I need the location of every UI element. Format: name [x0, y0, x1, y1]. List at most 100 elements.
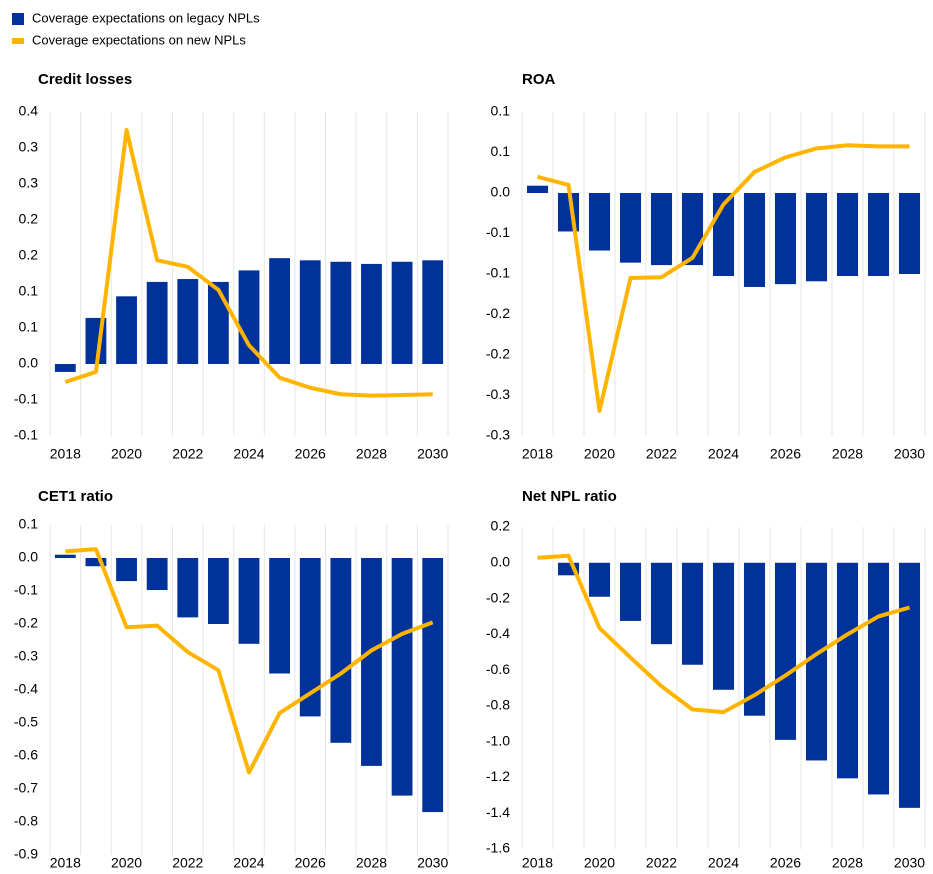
y-tick-label: 0.4: [19, 103, 39, 119]
y-tick-label: -0.3: [14, 648, 38, 664]
bar: [422, 558, 444, 813]
x-tick-label: 2030: [417, 446, 448, 462]
y-tick-label: -0.8: [486, 697, 510, 713]
x-tick-label: 2028: [356, 446, 387, 462]
bar: [898, 562, 921, 808]
bar: [588, 562, 611, 597]
y-tick-label: 0.3: [19, 175, 39, 191]
y-tick-label: -0.3: [486, 386, 510, 402]
y-tick-label: 0.2: [19, 211, 39, 227]
chart-title: CET1 ratio: [38, 488, 113, 505]
y-tick-label: 0.1: [19, 516, 39, 532]
x-tick-label: 2024: [233, 446, 264, 462]
y-tick-label: 0.1: [19, 283, 39, 299]
y-tick-label: 0.2: [491, 518, 511, 534]
y-tick-label: 0.3: [19, 139, 39, 155]
bar: [681, 562, 704, 665]
bar: [54, 364, 76, 372]
bar: [361, 558, 382, 766]
legend-label: Coverage expectations on new NPLs: [32, 32, 246, 47]
x-tick-label: 2018: [50, 446, 81, 462]
y-tick-label: -0.1: [14, 427, 38, 443]
x-tick-label: 2020: [584, 446, 615, 462]
x-tick-label: 2020: [584, 855, 615, 871]
bar: [207, 558, 229, 624]
y-tick-label: 0.0: [19, 355, 39, 371]
y-tick-label: 0.0: [491, 553, 511, 569]
legend-label: Coverage expectations on legacy NPLs: [32, 10, 260, 25]
bar: [526, 185, 549, 193]
bar: [743, 562, 766, 716]
y-tick-label: 0.1: [491, 103, 511, 119]
bar: [805, 193, 828, 282]
bar: [361, 263, 382, 364]
x-tick-label: 2020: [111, 855, 142, 871]
bar: [177, 279, 199, 364]
x-tick-label: 2018: [522, 446, 553, 462]
bar: [85, 558, 107, 567]
x-tick-label: 2022: [646, 855, 677, 871]
y-tick-label: 0.1: [19, 319, 39, 335]
bar: [330, 558, 352, 743]
bar: [391, 558, 413, 796]
y-tick-label: -0.6: [14, 747, 38, 763]
bar: [422, 260, 444, 364]
x-tick-label: 2028: [356, 855, 387, 871]
line: [65, 547, 434, 775]
bar: [743, 193, 766, 287]
x-tick-label: 2028: [832, 855, 863, 871]
bar: [836, 562, 859, 779]
bar: [619, 193, 642, 263]
x-tick-label: 2030: [894, 855, 925, 871]
bar: [207, 281, 229, 364]
x-tick-label: 2022: [172, 855, 203, 871]
bar: [619, 562, 642, 621]
x-tick-label: 2020: [111, 446, 142, 462]
y-tick-label: -0.2: [486, 346, 510, 362]
y-tick-label: 0.2: [19, 247, 39, 263]
legend-swatch: [12, 13, 24, 25]
chart-title: Net NPL ratio: [522, 488, 617, 505]
bar: [805, 562, 828, 761]
bar: [116, 558, 137, 582]
x-tick-label: 2022: [172, 446, 203, 462]
bar: [774, 562, 797, 740]
y-tick-label: -0.9: [14, 846, 38, 862]
x-tick-label: 2030: [894, 446, 925, 462]
x-tick-label: 2026: [295, 446, 326, 462]
line: [537, 553, 911, 715]
y-tick-label: -1.0: [486, 732, 510, 748]
x-tick-label: 2024: [708, 855, 739, 871]
y-tick-label: -0.6: [486, 661, 510, 677]
bar: [269, 558, 291, 674]
x-tick-label: 2026: [295, 855, 326, 871]
y-tick-label: -0.4: [486, 625, 510, 641]
bar: [146, 281, 168, 364]
bar: [774, 193, 797, 285]
bar: [650, 562, 673, 645]
bar: [177, 558, 199, 618]
chart-title: Credit losses: [38, 71, 132, 88]
bar: [867, 193, 890, 277]
bar: [391, 261, 413, 364]
bar: [299, 260, 321, 364]
y-tick-label: -0.4: [14, 681, 38, 697]
bar: [54, 554, 76, 558]
y-tick-label: -0.8: [14, 813, 38, 829]
x-tick-label: 2018: [522, 855, 553, 871]
y-tick-label: -1.6: [486, 840, 510, 856]
y-tick-label: -0.1: [14, 391, 38, 407]
bar: [330, 261, 352, 364]
line: [64, 128, 433, 398]
x-tick-label: 2018: [50, 855, 81, 871]
x-tick-label: 2024: [708, 446, 739, 462]
bar: [116, 296, 137, 364]
bar: [650, 193, 673, 266]
bar: [146, 558, 168, 591]
y-tick-label: -0.5: [14, 714, 38, 730]
y-tick-label: -0.2: [14, 615, 38, 631]
y-tick-label: -0.3: [486, 427, 510, 443]
y-tick-label: -1.4: [486, 804, 510, 820]
bar: [898, 193, 921, 274]
